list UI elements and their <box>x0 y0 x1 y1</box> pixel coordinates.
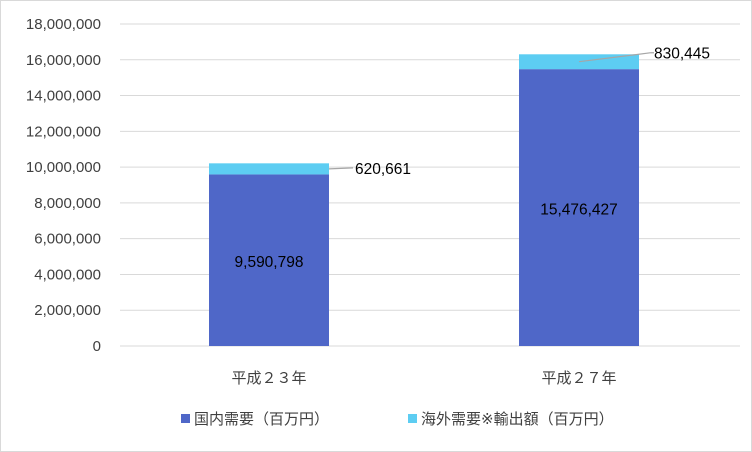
data-label-overseas: 620,661 <box>355 161 411 178</box>
data-labels: 9,590,798 620,661 15,476,427 830,445 <box>235 46 711 271</box>
x-axis-category-labels: 平成２３年 平成２７年 <box>231 369 616 387</box>
x-category-label: 平成２７年 <box>541 369 616 387</box>
leader-line <box>578 52 654 63</box>
legend-entry-label: 国内需要（百万円） <box>194 410 329 428</box>
y-tick-label: 2,000,000 <box>34 302 101 319</box>
legend: 国内需要（百万円） 海外需要※輸出額（百万円） <box>181 410 614 428</box>
y-tick-label: 18,000,000 <box>26 16 101 33</box>
y-tick-label: 14,000,000 <box>26 88 101 105</box>
y-tick-label: 0 <box>93 338 101 355</box>
legend-swatch <box>181 414 190 423</box>
y-tick-label: 16,000,000 <box>26 52 101 69</box>
data-label-domestic: 9,590,798 <box>235 254 304 271</box>
bar-segment-domestic <box>519 69 639 346</box>
x-category-label: 平成２３年 <box>231 369 306 387</box>
legend-entry-label: 海外需要※輸出額（百万円） <box>421 410 614 428</box>
bar-segment-overseas <box>209 163 329 175</box>
bars <box>209 54 639 346</box>
y-tick-label: 12,000,000 <box>26 123 101 140</box>
leader-lines <box>328 52 654 170</box>
y-tick-label: 6,000,000 <box>34 231 101 248</box>
bar-segment-domestic <box>209 174 329 346</box>
data-label-domestic: 15,476,427 <box>540 202 618 219</box>
data-label-overseas: 830,445 <box>654 46 710 63</box>
y-tick-label: 10,000,000 <box>26 159 101 176</box>
legend-swatch <box>408 414 417 423</box>
y-tick-label: 4,000,000 <box>34 266 101 283</box>
y-axis-tick-labels: 0 2,000,000 4,000,000 6,000,000 8,000,000 10,… <box>26 16 101 355</box>
y-tick-label: 8,000,000 <box>34 195 101 212</box>
leader-line <box>328 167 354 170</box>
